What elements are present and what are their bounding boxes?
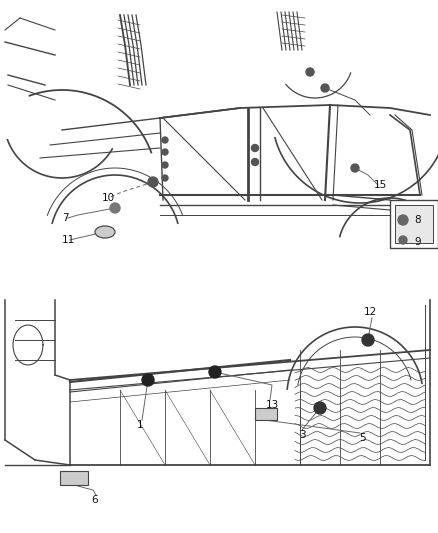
Circle shape: [306, 68, 314, 76]
FancyBboxPatch shape: [395, 205, 433, 243]
Circle shape: [251, 144, 258, 151]
FancyBboxPatch shape: [255, 408, 277, 420]
Text: 12: 12: [364, 307, 377, 317]
Circle shape: [251, 158, 258, 166]
Text: 11: 11: [61, 235, 74, 245]
Text: 8: 8: [415, 215, 421, 225]
Circle shape: [142, 374, 154, 386]
Text: 15: 15: [373, 180, 387, 190]
Circle shape: [321, 84, 329, 92]
Text: 7: 7: [62, 213, 68, 223]
Circle shape: [148, 177, 158, 187]
Circle shape: [399, 236, 407, 244]
Circle shape: [162, 175, 168, 181]
Text: 3: 3: [299, 430, 305, 440]
Circle shape: [162, 162, 168, 168]
Text: 6: 6: [92, 495, 98, 505]
FancyBboxPatch shape: [390, 200, 438, 248]
Text: 10: 10: [102, 193, 115, 203]
Circle shape: [362, 334, 374, 346]
Circle shape: [162, 137, 168, 143]
Circle shape: [314, 402, 326, 414]
Circle shape: [162, 149, 168, 155]
Text: 9: 9: [415, 237, 421, 247]
Ellipse shape: [95, 226, 115, 238]
Circle shape: [209, 366, 221, 378]
Circle shape: [398, 215, 408, 225]
Circle shape: [110, 203, 120, 213]
FancyBboxPatch shape: [60, 471, 88, 485]
Text: 13: 13: [265, 400, 279, 410]
Text: 5: 5: [359, 433, 365, 443]
Circle shape: [351, 164, 359, 172]
Text: 1: 1: [137, 420, 143, 430]
